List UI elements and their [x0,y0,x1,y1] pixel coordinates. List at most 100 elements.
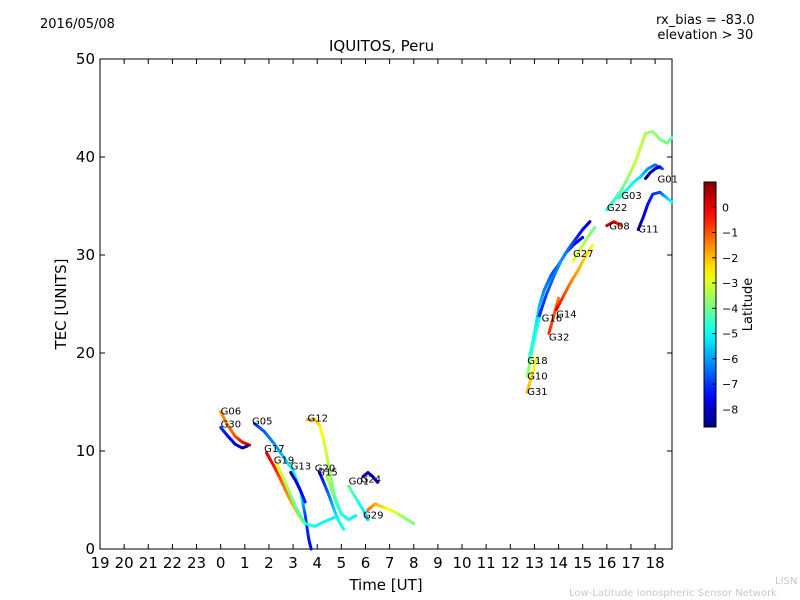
x-tick-label: 10 [452,554,471,572]
satellite-label: G01 [658,174,678,185]
x-tick-label: 22 [163,554,182,572]
satellite-label: G13 [291,462,311,473]
colorbar-tick-label: −5 [722,328,738,341]
series-G15 [325,474,358,522]
x-tick-label: 3 [288,554,298,572]
satellite-label: G18 [527,356,547,367]
x-tick-label: 1 [240,554,250,572]
series-G11 [636,190,674,232]
data-point [660,167,664,171]
satellite-label: G16 [542,314,562,325]
satellite-label: G03 [621,191,641,202]
x-tick-label: 15 [573,554,592,572]
x-tick-label: 12 [501,554,520,572]
satellite-label: G15 [317,468,337,479]
x-tick-label: 17 [621,554,640,572]
series-G24 [361,471,380,484]
x-axis-label: Time [UT] [348,576,422,594]
y-tick-label: 40 [76,148,95,166]
colorbar-tick-label: −2 [722,252,738,265]
x-tick-label: 4 [312,554,322,572]
series-G13 [289,471,307,504]
data-point [588,220,592,224]
series-G01 [643,165,662,181]
x-tick-label: 23 [187,554,206,572]
data-point [376,480,380,484]
data-point [332,516,336,520]
x-tick-label: 9 [433,554,443,572]
series-G29 [366,502,416,526]
x-tick-label: 7 [385,554,395,572]
satellite-label: G11 [638,224,658,235]
data-point [557,296,561,300]
data-point [535,356,539,360]
colorbar-tick-label: −6 [722,353,738,366]
series-G16 [537,220,592,318]
y-tick-label: 20 [76,344,95,362]
data-point [590,243,594,247]
elevation-label: elevation > 30 [657,28,754,43]
satellite-label: G14 [556,310,576,321]
series-G20 [318,471,346,531]
series-G14 [554,243,594,312]
series-G27 [571,226,597,263]
data-point [303,500,307,504]
data-point [593,226,597,230]
data-point [670,135,674,139]
series-G31 [525,356,539,394]
satellite-label: G27 [573,249,593,260]
data-point [581,235,585,239]
satellite-label: G06 [221,407,241,418]
satellite-label: G08 [609,222,629,233]
satellite-label: G01 [349,476,369,487]
data-point [658,165,662,169]
x-tick-label: 21 [139,554,158,572]
plot-frame [99,58,673,550]
x-tick-label: 14 [549,554,568,572]
x-tick-label: 0 [216,554,226,572]
colorbar-tick-label: −3 [722,277,738,290]
y-tick-label: 30 [76,246,95,264]
data-point [342,527,346,531]
data-point [670,200,674,204]
data-point [309,547,313,551]
satellite-label: G10 [527,371,547,382]
data-point [248,443,252,447]
y-axis-label: TEC [UNITS] [52,259,70,351]
colorbar-tick-label: −4 [722,302,738,315]
x-tick-label: 2 [264,554,274,572]
colorbar-tick-label: −1 [722,227,738,240]
y-tick-label: 10 [76,442,95,460]
series-G30 [219,425,249,450]
y-tick-label: 0 [85,540,95,558]
satellite-label: G05 [252,417,272,428]
footer-org-long: Low-Latitude Ionospheric Sensor Network [569,588,777,599]
x-tick-label: 11 [477,554,496,572]
footer-org-short: LISN [775,576,798,587]
data-point [366,518,370,522]
data-point [619,224,623,228]
data-point [245,444,249,448]
x-tick-label: 6 [361,554,371,572]
x-tick-label: 20 [115,554,134,572]
x-tick-label: 8 [409,554,419,572]
satellite-label: G32 [549,332,569,343]
satellite-label: G31 [527,387,547,398]
colorbar-tick-label: −8 [722,403,738,416]
colorbar [703,181,717,428]
bias-info: rx_bias = -83.0 elevation > 30 [656,13,755,43]
satellite-label: G30 [221,419,241,430]
colorbar-tick-label: 0 [722,201,729,214]
series-G22 [605,130,674,212]
date-label: 2016/05/08 [40,17,115,32]
satellite-label: G17 [264,444,284,455]
x-tick-label: 18 [646,554,665,572]
data-point [412,522,416,526]
x-tick-label: 16 [597,554,616,572]
series-G12 [306,418,341,510]
series-G19 [274,461,336,528]
series-G03 [617,163,664,200]
satellite-label: G12 [308,414,328,425]
satellite-label: G29 [363,511,383,522]
data-point [354,514,358,518]
